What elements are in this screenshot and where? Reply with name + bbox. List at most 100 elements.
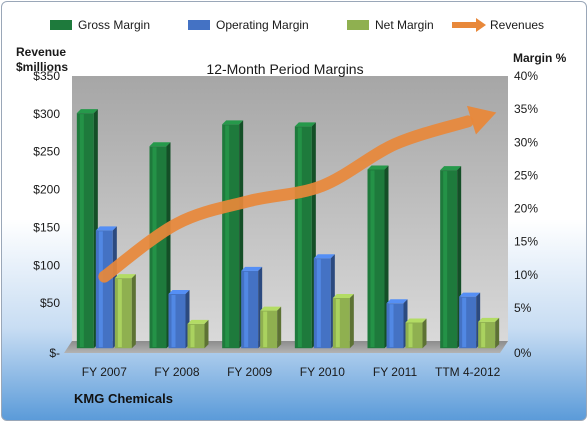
bar-operating-margin	[95, 230, 113, 349]
bar-highlight-operating-margin	[389, 304, 394, 348]
bar-top-gross-margin	[294, 122, 316, 127]
bar-side-net-margin	[277, 306, 282, 349]
right-tick-label: 10%	[514, 268, 538, 282]
bar-top-net-margin	[187, 319, 209, 324]
bar-side-net-margin	[131, 274, 136, 349]
right-tick-label: 35%	[514, 102, 538, 116]
bar-top-net-margin	[478, 317, 500, 322]
bar-net-margin	[405, 322, 423, 349]
bar-top-operating-margin	[459, 292, 481, 297]
category-label: FY 2009	[227, 365, 272, 379]
legend-label-gross-margin: Gross Margin	[78, 18, 150, 32]
legend: Gross Margin Operating Margin Net Margin…	[50, 18, 544, 32]
legend-swatch-operating-margin	[188, 20, 210, 30]
bar-side-net-margin	[204, 319, 209, 349]
bar-top-net-margin	[260, 306, 282, 311]
bar-highlight-gross-margin	[370, 170, 375, 348]
right-tick-label: 0%	[514, 346, 532, 360]
bar-operating-margin	[313, 258, 331, 349]
category-label: FY 2011	[373, 365, 418, 379]
legend-arrowhead-revenues	[476, 18, 486, 32]
revenue-line-path	[98, 115, 474, 283]
bar-side-net-margin	[495, 317, 500, 349]
right-tick-label: 5%	[514, 301, 532, 315]
right-tick-label: 40%	[514, 69, 538, 83]
bar-top-operating-margin	[313, 254, 335, 259]
bar-top-gross-margin	[440, 166, 462, 171]
bar-net-margin	[478, 321, 496, 349]
bar-highlight-operating-margin	[316, 259, 321, 348]
left-tick-label: $50	[40, 296, 60, 310]
bar-top-gross-margin	[76, 109, 98, 114]
footer-label: KMG Chemicals	[74, 391, 173, 406]
left-tick-label: $200	[33, 183, 60, 197]
bar-highlight-operating-margin	[171, 295, 176, 348]
bar-top-operating-margin	[168, 290, 190, 294]
bar-highlight-gross-margin	[443, 171, 448, 348]
right-tick-label: 20%	[514, 202, 538, 216]
bar-gross-margin	[367, 169, 385, 349]
bar-net-margin	[260, 310, 278, 349]
left-tick-label: $350	[33, 69, 60, 83]
left-axis-title-line1: Revenue	[16, 45, 66, 59]
bar-gross-margin	[294, 126, 312, 349]
bar-operating-margin	[459, 296, 477, 349]
bar-highlight-net-margin	[408, 323, 413, 348]
left-tick-label: $300	[33, 107, 60, 121]
bar-highlight-gross-margin	[152, 147, 157, 348]
bar-gross-margin	[76, 113, 94, 349]
bar-gross-margin	[440, 170, 458, 349]
category-label: FY 2010	[300, 365, 345, 379]
revenue-line	[98, 105, 497, 283]
left-axis-title-line2: $millions	[16, 60, 68, 74]
bar-top-gross-margin	[149, 142, 171, 147]
left-axis-ticks: $- $50 $100 $150 $200 $250 $300 $350	[33, 69, 60, 360]
right-axis-title: Margin %	[513, 51, 567, 65]
left-tick-label: $150	[33, 220, 60, 234]
bar-highlight-operating-margin	[462, 297, 467, 348]
legend-label-revenues: Revenues	[490, 18, 544, 32]
bar-highlight-net-margin	[263, 311, 268, 348]
bar-gross-margin	[149, 146, 167, 349]
revenue-arrowhead	[467, 105, 497, 135]
bar-highlight-operating-margin	[98, 231, 103, 348]
bar-operating-margin	[168, 294, 186, 349]
bar-operating-margin	[386, 303, 404, 349]
bar-gross-margin	[222, 124, 240, 349]
bar-operating-margin	[241, 270, 259, 349]
chart-title: 12-Month Period Margins	[206, 61, 363, 77]
category-label: FY 2008	[154, 365, 199, 379]
bar-top-operating-margin	[386, 299, 408, 304]
category-label: FY 2007	[82, 365, 127, 379]
right-tick-label: 25%	[514, 168, 538, 182]
bar-top-net-margin	[114, 274, 136, 279]
bars	[76, 109, 500, 349]
bar-highlight-gross-margin	[225, 125, 230, 348]
bar-highlight-gross-margin	[79, 114, 84, 348]
bar-top-operating-margin	[95, 226, 117, 231]
legend-swatch-gross-margin	[50, 20, 72, 30]
left-tick-label: $100	[33, 258, 60, 272]
bar-net-margin	[114, 278, 132, 349]
bar-side-net-margin	[349, 293, 354, 349]
bar-highlight-net-margin	[117, 279, 122, 348]
category-labels: FY 2007 FY 2008 FY 2009 FY 2010 FY 2011 TTM 4…	[82, 365, 501, 379]
bar-top-net-margin	[405, 318, 427, 323]
bar-highlight-net-margin	[190, 324, 195, 348]
bar-net-margin	[187, 323, 205, 349]
bar-highlight-net-margin	[481, 322, 486, 348]
bar-top-gross-margin	[222, 120, 244, 125]
left-tick-label: $-	[49, 346, 60, 360]
bar-highlight-net-margin	[335, 298, 340, 348]
bar-highlight-gross-margin	[297, 127, 302, 348]
right-axis-ticks: 0% 5% 10% 15% 20% 25% 30% 35% 40%	[514, 69, 538, 360]
bar-highlight-operating-margin	[244, 271, 249, 348]
legend-label-net-margin: Net Margin	[375, 18, 434, 32]
bar-top-gross-margin	[367, 165, 389, 170]
legend-swatch-net-margin	[347, 20, 369, 30]
left-tick-label: $250	[33, 145, 60, 159]
right-tick-label: 30%	[514, 135, 538, 149]
legend-label-operating-margin: Operating Margin	[216, 18, 309, 32]
